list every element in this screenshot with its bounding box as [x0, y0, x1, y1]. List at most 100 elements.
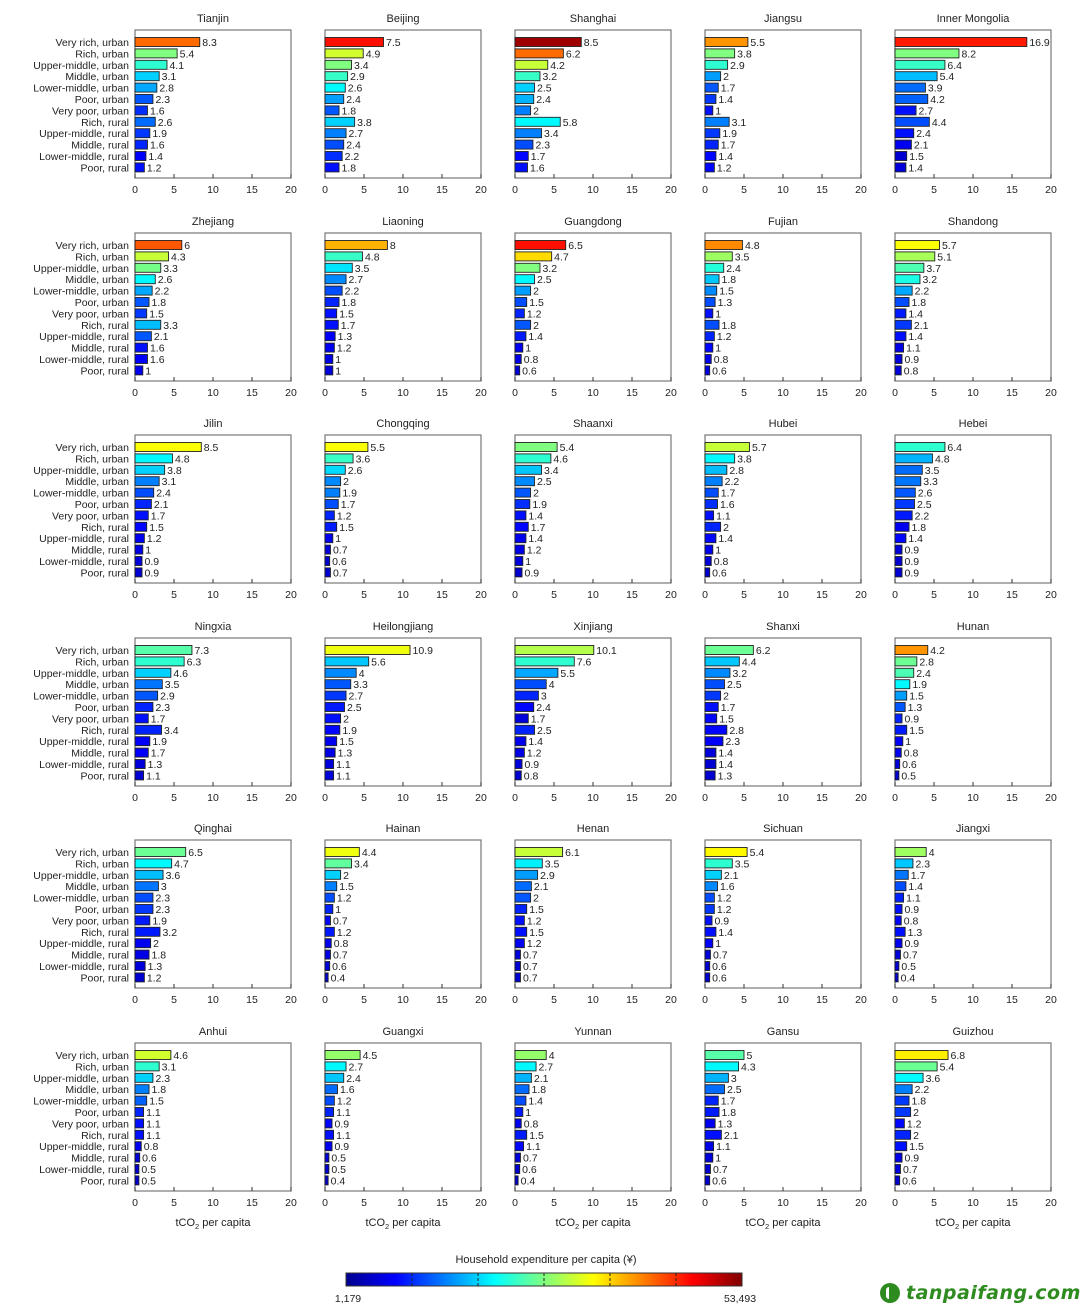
x-tick-label: 10 — [207, 1197, 219, 1209]
bar-value-label: 4.8 — [935, 453, 950, 465]
bar — [894, 938, 903, 949]
bar — [134, 724, 162, 735]
category-label: Poor, urban — [75, 904, 129, 916]
category-label: Very poor, urban — [52, 915, 129, 927]
bar-value-label: 6 — [184, 240, 190, 252]
bar-value-label: 2.4 — [916, 668, 931, 680]
category-label: Upper-middle, urban — [33, 668, 129, 680]
bar — [514, 747, 525, 758]
bar-value-label: 4.2 — [930, 94, 945, 106]
bar — [134, 915, 151, 926]
bar-value-label: 1.4 — [908, 881, 923, 893]
bar-value-label: 0.8 — [524, 1118, 539, 1130]
bar-value-label: 1.7 — [721, 83, 736, 95]
bar-value-label: 5.7 — [752, 442, 767, 454]
bar — [134, 1061, 160, 1072]
bar — [894, 476, 922, 487]
bar-value-label: 2.1 — [154, 499, 169, 511]
bar — [894, 251, 936, 262]
x-tick-label: 20 — [665, 387, 677, 399]
bar-value-label: 0.7 — [903, 950, 918, 962]
bar — [324, 869, 342, 880]
bar-value-label: 1.4 — [718, 748, 733, 760]
bar-value-label: 2.8 — [919, 656, 934, 668]
bar — [704, 1164, 711, 1174]
bar — [704, 262, 725, 273]
bar-value-label: 1.6 — [720, 881, 735, 893]
x-tick-label: 0 — [702, 184, 708, 196]
category-label: Very rich, urban — [55, 1050, 129, 1062]
bar-value-label: 1.7 — [341, 320, 356, 332]
x-tick-label: 5 — [931, 589, 937, 601]
bar — [514, 1118, 522, 1129]
bar — [514, 690, 539, 701]
bar — [134, 736, 151, 747]
x-tick-label: 0 — [322, 184, 328, 196]
x-tick-label: 0 — [132, 1197, 138, 1209]
bar — [134, 904, 154, 914]
x-tick-label: 10 — [777, 1197, 789, 1209]
bar-value-label: 5.5 — [560, 668, 575, 680]
category-label: Lower-middle, urban — [33, 286, 129, 298]
bar — [134, 151, 147, 161]
bar — [704, 544, 714, 555]
bar-value-label: 1.4 — [718, 927, 733, 939]
bar-value-label: 2.3 — [915, 858, 930, 870]
bar-value-label: 1.5 — [339, 522, 354, 534]
category-label: Middle, urban — [65, 476, 129, 488]
bar — [134, 354, 148, 364]
panel-yunnan: Yunnan 42.72.11.81.410.81.51.10.70.60.40 5… — [512, 1026, 677, 1209]
x-tick-label: 0 — [132, 184, 138, 196]
bar — [134, 759, 146, 769]
bar — [894, 116, 930, 127]
x-tick-label: 10 — [207, 994, 219, 1006]
bar-value-label: 1 — [715, 343, 721, 355]
bar-value-label: 3.2 — [732, 668, 747, 680]
bar — [134, 679, 163, 690]
bar-value-label: 10.1 — [596, 645, 617, 657]
bar — [324, 354, 334, 364]
bar-value-label: 3.8 — [357, 117, 372, 129]
bar — [514, 1084, 530, 1095]
x-tick-label: 0 — [892, 589, 898, 601]
bar-value-label: 1.2 — [147, 162, 162, 174]
bar-value-label: 4.8 — [175, 453, 190, 465]
category-label: Lower-middle, urban — [33, 893, 129, 905]
bar-value-label: 3.2 — [542, 71, 557, 83]
bar — [134, 116, 156, 127]
bar-value-label: 1.4 — [908, 308, 923, 320]
bar-value-label: 2 — [913, 1130, 919, 1142]
x-tick-label: 5 — [171, 994, 177, 1006]
bar-value-label: 1.2 — [717, 904, 732, 916]
bar-value-label: 0.7 — [333, 567, 348, 579]
bar — [894, 770, 900, 781]
bar — [324, 1152, 330, 1163]
bar-value-label: 3.1 — [162, 1061, 177, 1073]
bar-value-label: 1.5 — [149, 522, 164, 534]
bar-value-label: 2.5 — [537, 476, 552, 488]
bar — [324, 1095, 335, 1106]
x-tick-label: 0 — [132, 994, 138, 1006]
panel-guangdong: Guangdong6.54.73.22.521.51.221.410.80.60… — [512, 216, 677, 399]
bar-value-label: 0.6 — [902, 1175, 917, 1187]
category-label: Middle, urban — [65, 1084, 129, 1096]
bar-value-label: 2.6 — [348, 83, 363, 95]
bar-value-label: 2.2 — [915, 286, 930, 298]
bar — [894, 59, 946, 70]
bar-value-label: 1.8 — [342, 297, 357, 309]
bar — [324, 521, 338, 532]
x-tick-label: 10 — [587, 589, 599, 601]
bar — [514, 105, 532, 116]
panel-tianjin: Tianjin 8.3 Very rich, urban 5.4 Rich, urban… — [33, 13, 297, 196]
bar-value-label: 1.7 — [151, 510, 166, 522]
bar — [324, 1072, 345, 1083]
bar-value-label: 2.9 — [350, 71, 365, 83]
bar-value-label: 0.8 — [524, 770, 539, 782]
x-tick-label: 20 — [285, 589, 297, 601]
bar-value-label: 3.1 — [162, 71, 177, 83]
bar — [324, 82, 346, 93]
bar — [134, 139, 148, 150]
bar — [134, 1084, 150, 1095]
